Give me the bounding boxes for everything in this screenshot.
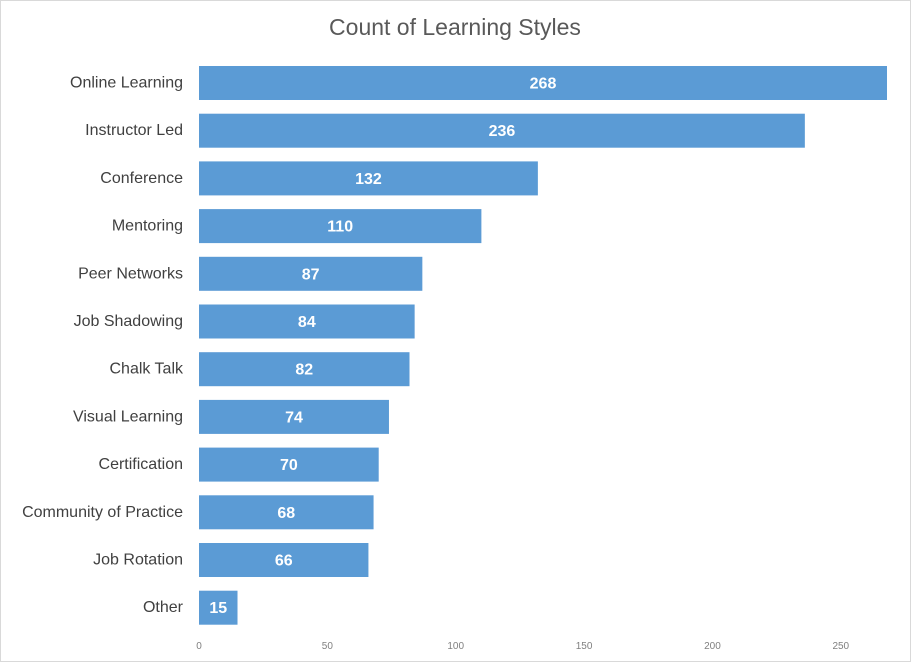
data-label: 87 [302, 266, 320, 283]
bars-layer [199, 66, 887, 625]
category-label: Instructor Led [85, 122, 183, 139]
data-label: 70 [280, 457, 298, 474]
category-label: Certification [99, 456, 183, 473]
x-tick-label: 0 [196, 641, 202, 652]
x-tick-label: 200 [704, 641, 721, 652]
x-tick-label: 100 [447, 641, 464, 652]
data-labels: 268 236 132 110 87 84 82 74 70 68 66 15 [209, 76, 556, 618]
category-label: Job Rotation [93, 552, 183, 569]
data-label: 15 [209, 600, 227, 617]
bar [199, 399, 389, 434]
bar [199, 66, 887, 100]
data-label: 74 [285, 409, 303, 426]
category-label: Visual Learning [73, 408, 183, 425]
category-label: Conference [100, 170, 183, 187]
x-tick-label: 150 [576, 641, 593, 652]
category-label: Chalk Talk [109, 361, 184, 378]
data-label: 132 [355, 171, 382, 188]
bar [199, 543, 369, 577]
data-label: 268 [530, 76, 557, 93]
data-label: 68 [277, 505, 295, 522]
category-axis: Online Learning Instructor Led Conference M… [22, 75, 184, 617]
category-label: Job Shadowing [74, 313, 183, 330]
data-label: 84 [298, 314, 316, 331]
bar [199, 113, 805, 148]
bar [199, 352, 410, 387]
category-label: Other [143, 599, 184, 616]
data-label: 110 [327, 219, 353, 236]
bar [199, 447, 379, 482]
bar [199, 256, 423, 291]
data-label: 236 [489, 123, 516, 140]
x-tick-label: 50 [322, 641, 334, 652]
data-label: 66 [275, 553, 293, 570]
category-label: Community of Practice [22, 504, 183, 521]
category-label: Online Learning [70, 75, 183, 92]
bar [199, 495, 374, 530]
bar [199, 161, 538, 196]
category-label: Peer Networks [78, 265, 183, 282]
bar [199, 590, 238, 625]
x-tick-label: 250 [832, 641, 849, 652]
bar [199, 209, 482, 244]
bar [199, 304, 415, 339]
chart-title: Count of Learning Styles [329, 14, 581, 40]
category-label: Mentoring [112, 218, 183, 235]
value-axis: 0 50 100 150 200 250 [196, 641, 849, 652]
data-label: 82 [295, 362, 313, 379]
